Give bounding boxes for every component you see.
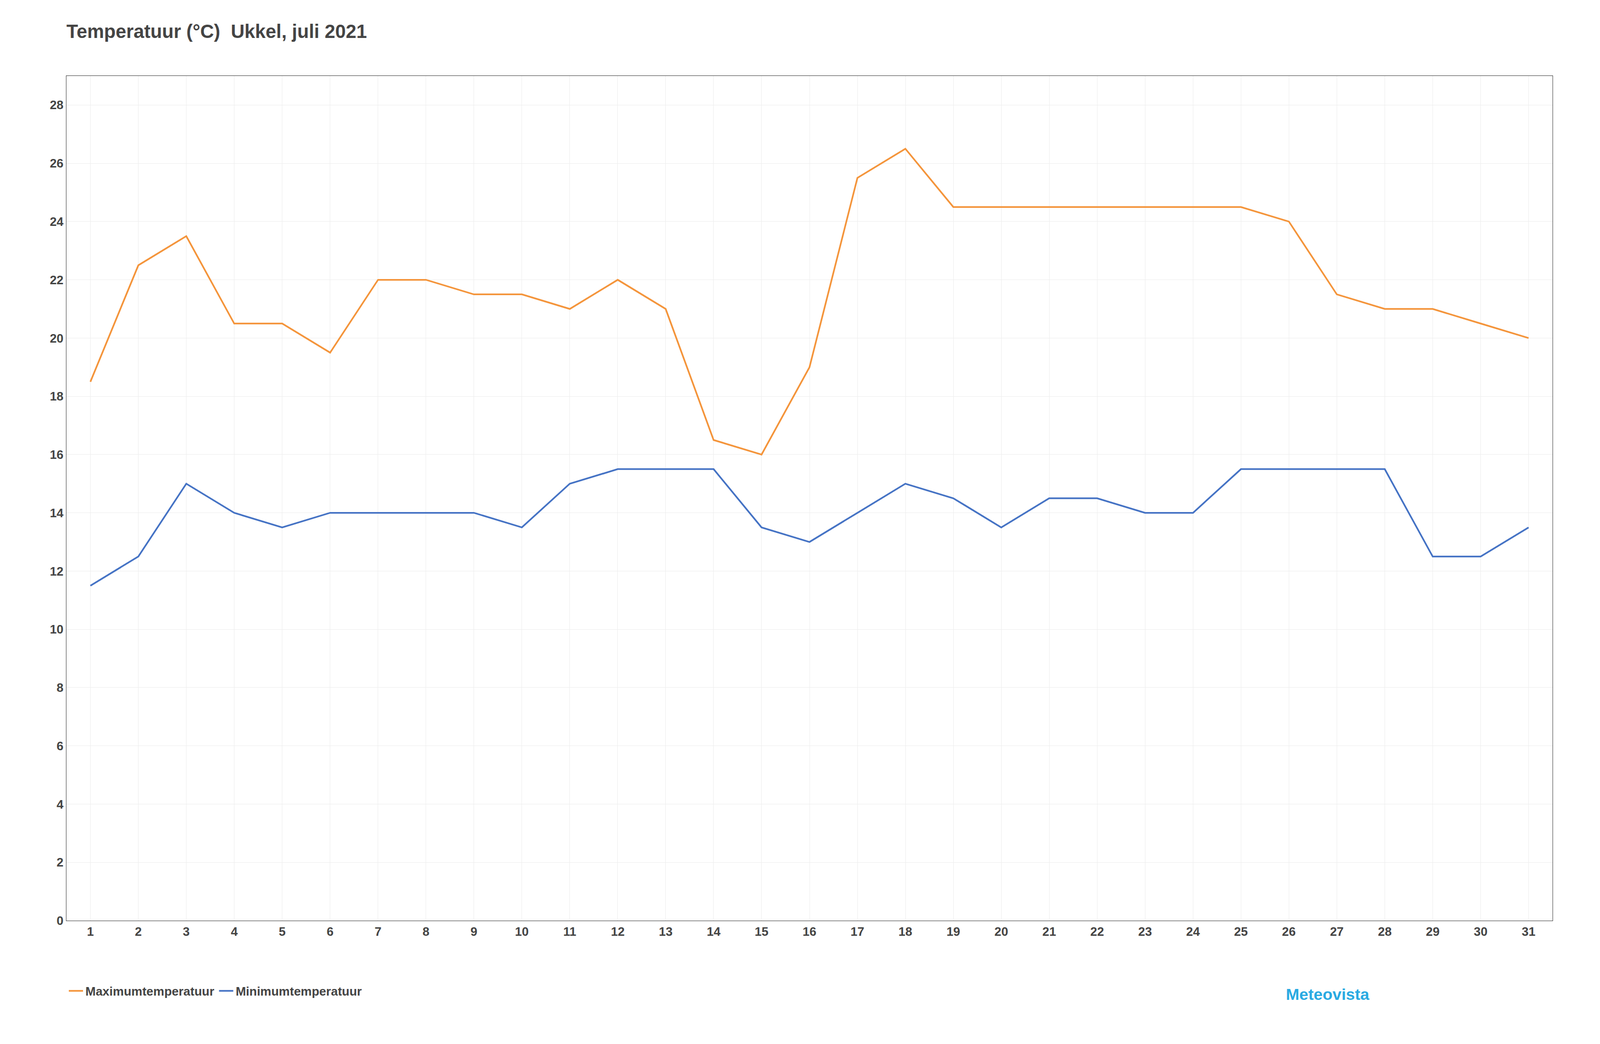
svg-text:15: 15 xyxy=(754,924,769,939)
svg-text:26: 26 xyxy=(49,156,64,171)
svg-text:8: 8 xyxy=(422,924,430,939)
svg-text:11: 11 xyxy=(563,924,577,939)
svg-text:14: 14 xyxy=(49,505,64,521)
svg-text:16: 16 xyxy=(49,447,64,462)
svg-text:16: 16 xyxy=(802,924,817,939)
svg-text:21: 21 xyxy=(1042,924,1057,939)
svg-text:20: 20 xyxy=(49,331,64,346)
svg-text:10: 10 xyxy=(49,622,64,637)
svg-text:25: 25 xyxy=(1234,924,1248,939)
svg-text:24: 24 xyxy=(1186,924,1200,939)
svg-text:4: 4 xyxy=(56,797,64,812)
svg-text:12: 12 xyxy=(49,564,64,579)
svg-text:2: 2 xyxy=(134,924,142,939)
svg-text:0: 0 xyxy=(56,913,64,928)
svg-text:Meteovista: Meteovista xyxy=(1285,985,1370,1004)
svg-text:27: 27 xyxy=(1330,924,1344,939)
svg-text:6: 6 xyxy=(326,924,334,939)
svg-text:19: 19 xyxy=(946,924,961,939)
svg-text:5: 5 xyxy=(278,924,286,939)
svg-text:9: 9 xyxy=(470,924,478,939)
svg-text:20: 20 xyxy=(994,924,1009,939)
svg-text:22: 22 xyxy=(1090,924,1105,939)
svg-text:Maximumtemperatuur: Maximumtemperatuur xyxy=(85,984,215,999)
svg-text:14: 14 xyxy=(706,924,721,939)
svg-text:26: 26 xyxy=(1282,924,1296,939)
svg-text:2: 2 xyxy=(56,855,64,870)
svg-text:31: 31 xyxy=(1521,924,1536,939)
svg-text:4: 4 xyxy=(230,924,238,939)
svg-text:18: 18 xyxy=(49,389,64,404)
svg-text:30: 30 xyxy=(1473,924,1488,939)
svg-text:13: 13 xyxy=(658,924,673,939)
svg-text:28: 28 xyxy=(49,97,64,112)
svg-text:12: 12 xyxy=(610,924,625,939)
svg-text:3: 3 xyxy=(182,924,190,939)
svg-text:17: 17 xyxy=(850,924,865,939)
svg-text:23: 23 xyxy=(1138,924,1153,939)
svg-text:Minimumtemperatuur: Minimumtemperatuur xyxy=(235,984,363,999)
svg-text:7: 7 xyxy=(374,924,382,939)
svg-text:8: 8 xyxy=(56,680,64,695)
svg-text:29: 29 xyxy=(1425,924,1440,939)
svg-text:6: 6 xyxy=(56,738,64,754)
svg-text:1: 1 xyxy=(86,924,94,939)
svg-text:22: 22 xyxy=(49,272,64,288)
svg-text:18: 18 xyxy=(898,924,913,939)
svg-text:28: 28 xyxy=(1377,924,1392,939)
svg-text:24: 24 xyxy=(49,214,64,229)
svg-text:Temperatuur (°C) Ukkel, juli: Temperatuur (°C) Ukkel, juli 2021 xyxy=(66,20,367,42)
svg-text:10: 10 xyxy=(514,924,529,939)
